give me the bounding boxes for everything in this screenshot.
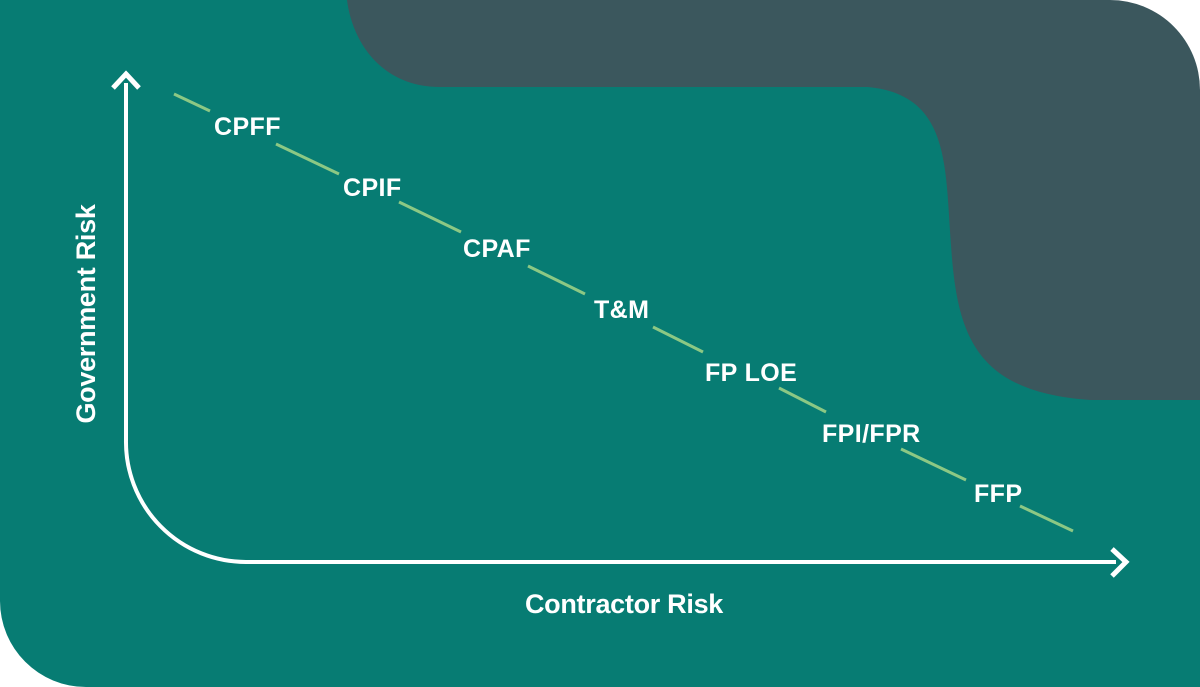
dash-segment xyxy=(173,92,211,113)
dash-segment xyxy=(778,386,827,414)
contract-type-label: FP LOE xyxy=(705,359,797,387)
y-axis-label: Government Risk xyxy=(71,203,101,423)
contract-type-label: T&M xyxy=(594,296,649,324)
contract-type-label: CPAF xyxy=(463,235,531,263)
contract-type-label: FFP xyxy=(974,480,1022,508)
contract-type-label: CPFF xyxy=(214,113,281,141)
x-axis-label: Contractor Risk xyxy=(525,589,724,619)
axis-line xyxy=(123,83,1116,564)
x-axis-arrow-icon xyxy=(1110,547,1130,578)
dash-segment xyxy=(527,264,586,296)
contract-type-label: CPIF xyxy=(343,174,402,202)
y-axis-arrow-icon xyxy=(111,70,141,90)
axes xyxy=(111,70,1130,578)
dash-segment xyxy=(1019,504,1074,533)
dash-segment xyxy=(652,325,704,354)
dash-segment xyxy=(900,447,967,482)
contract-type-label: FPI/FPR xyxy=(822,420,921,448)
dash-segment xyxy=(275,142,340,176)
risk-spectrum-dashed-line xyxy=(173,92,1074,533)
contract-type-labels: CPFF CPIF CPAF T&M FP LOE FPI/FPR FFP xyxy=(214,113,1022,508)
dash-segment xyxy=(398,200,462,234)
